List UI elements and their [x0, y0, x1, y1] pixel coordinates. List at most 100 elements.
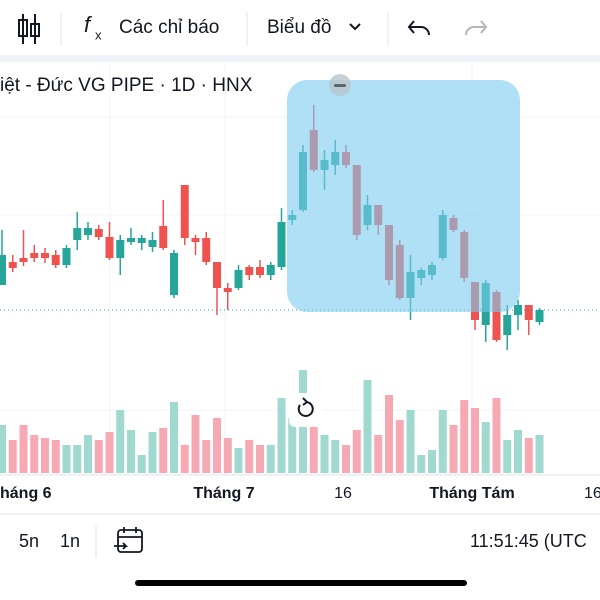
reset-button[interactable]: [289, 393, 323, 427]
reset-arrow: [302, 397, 309, 406]
volume-bar: [514, 430, 522, 473]
candle-body: [19, 258, 28, 262]
x-label: háng 6: [0, 485, 52, 502]
volume-bar: [105, 432, 114, 473]
candle-body: [524, 305, 533, 320]
volume-bar: [460, 400, 469, 473]
candle-body: [105, 237, 114, 258]
volume-bar: [449, 425, 458, 473]
volume-bar: [51, 440, 60, 473]
volume-bar: [417, 455, 426, 473]
volume-bar: [202, 440, 211, 473]
volume-bar: [223, 438, 232, 473]
range-button[interactable]: 1n: [60, 531, 80, 551]
candle-body: [116, 240, 125, 258]
reset-icon: [297, 401, 314, 417]
chevron: [349, 23, 361, 31]
x-axis: háng 6 Tháng 7 16 Tháng Tám 16: [0, 485, 600, 502]
x-label: Tháng 7: [193, 485, 254, 502]
volume-bar: [127, 430, 135, 473]
candle-body: [62, 248, 71, 265]
redo-button[interactable]: [465, 20, 488, 36]
volume-bar: [30, 435, 39, 473]
candle-body: [137, 238, 146, 243]
selection-overlay[interactable]: [287, 80, 520, 312]
volume-bar: [213, 418, 221, 473]
x-label: 16: [334, 485, 352, 502]
volume-bar: [256, 445, 264, 473]
volume-bar: [41, 438, 49, 473]
indicators-button[interactable]: Các chỉ báo: [119, 17, 219, 38]
candle-body: [202, 238, 211, 262]
volume-bar: [8, 440, 17, 473]
clock: 11:51:45 (UTC: [470, 531, 587, 551]
candle-body: [170, 253, 178, 295]
volume-bar: [492, 398, 501, 473]
chart-title: iệt - Đức VG PIPE · 1D · HNX: [0, 75, 253, 96]
candle-body: [94, 229, 103, 237]
candle-body: [514, 305, 522, 315]
volume-bar: [191, 415, 200, 473]
volume-bar: [395, 420, 404, 473]
volume-bar: [0, 425, 6, 473]
range-button[interactable]: 5n: [19, 531, 39, 551]
volume-bar: [19, 425, 28, 473]
candle-body: [492, 292, 501, 340]
candle-body: [503, 315, 512, 335]
volume-bar: [331, 440, 340, 473]
volume-bar: [266, 445, 275, 473]
volume-bar: [524, 438, 533, 473]
candle-body: [245, 267, 254, 275]
candles-icon[interactable]: [18, 14, 40, 44]
volume-bar: [116, 410, 125, 473]
date-range-icon[interactable]: [114, 527, 143, 553]
candle-body: [266, 265, 275, 275]
candle-body: [30, 253, 39, 258]
volume-bar: [342, 445, 350, 473]
handle-grip: [334, 84, 346, 87]
volume-bar: [170, 402, 178, 473]
candle-body: [8, 262, 17, 268]
candle-body: [256, 267, 264, 275]
volume-bar: [385, 395, 393, 473]
volume-bar: [94, 440, 103, 473]
volume-bar: [374, 435, 383, 473]
volume-bar: [352, 430, 361, 473]
reset-bg: [289, 393, 323, 427]
candle-body: [223, 288, 232, 292]
candle-body: [0, 255, 6, 285]
candle-body: [148, 240, 157, 247]
volume-bar: [363, 380, 372, 473]
volume-bar: [148, 432, 157, 473]
fx-x: x: [95, 27, 102, 42]
volume-bar: [84, 435, 92, 473]
volume-bar: [320, 435, 329, 473]
home-indicator: [135, 580, 467, 586]
volume-bar: [234, 448, 243, 473]
volume-bar: [137, 455, 146, 473]
undo-button[interactable]: [407, 20, 430, 36]
x-label: 16: [584, 485, 600, 502]
candle-body: [213, 262, 221, 288]
chart-button[interactable]: Biểu đồ: [267, 17, 331, 38]
volume-bar: [406, 410, 415, 473]
volume-bar: [481, 422, 490, 473]
volume-bar: [180, 445, 189, 473]
candle-body: [191, 238, 200, 242]
candle-body: [159, 226, 168, 248]
volume-bar: [438, 410, 447, 473]
volume-bar: [73, 445, 82, 473]
fx: f: [84, 12, 93, 37]
volume-bar: [245, 440, 254, 473]
candle-body: [234, 270, 243, 288]
volume-bar: [288, 418, 297, 473]
candle-body: [127, 238, 135, 242]
candle-body: [73, 228, 82, 240]
x-label: Tháng Tám: [429, 485, 514, 502]
volume-bar: [503, 440, 512, 473]
candle-body: [41, 253, 49, 258]
candle-body: [535, 310, 544, 322]
